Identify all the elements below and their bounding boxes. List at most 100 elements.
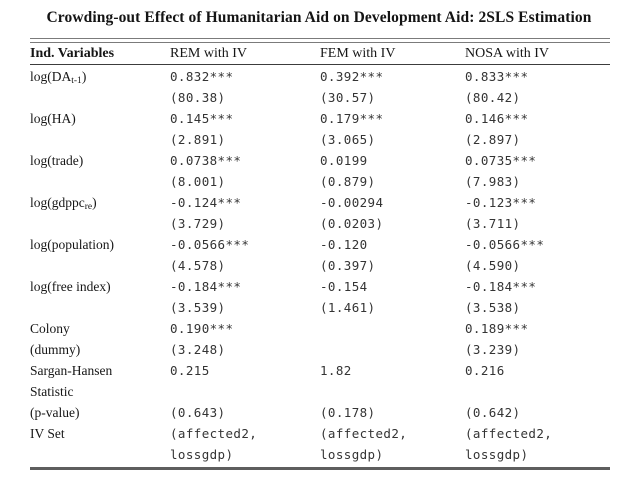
cell-nosa: (0.642) [465, 402, 610, 423]
row-label: log(population) [30, 234, 170, 276]
p-value: (0.178) [320, 405, 376, 420]
coefficient: -0.184*** [465, 279, 537, 294]
cell-fem: 1.82 [320, 360, 465, 402]
coefficient: 0.190*** [170, 321, 234, 336]
t-statistic: (1.461) [320, 300, 376, 315]
iv-set-value: lossgdp) [465, 447, 529, 462]
t-statistic: (3.539) [170, 300, 226, 315]
coefficient: 0.0199 [320, 153, 368, 168]
cell-fem [320, 318, 465, 360]
cell-fem: 0.179*** (3.065) [320, 108, 465, 150]
row-label: Colony (dummy) [30, 318, 170, 360]
t-statistic: (3.711) [465, 216, 521, 231]
t-statistic: (0.879) [320, 174, 376, 189]
cell-rem: 0.145*** (2.891) [170, 108, 320, 150]
t-statistic: (2.891) [170, 132, 226, 147]
row-label: (p-value) [30, 402, 170, 423]
coefficient: -0.123*** [465, 195, 537, 210]
variable-name: log(HA) [30, 111, 76, 126]
header-col-rem: REM with IV [170, 45, 247, 61]
cell-nosa: -0.184*** (3.538) [465, 276, 610, 318]
iv-set-value: (affected2, [170, 426, 258, 441]
row-label: IV Set [30, 423, 170, 465]
variable-subscript: re [84, 202, 93, 212]
cell-rem: (0.643) [170, 402, 320, 423]
p-value: (0.643) [170, 405, 226, 420]
table-row: log(DAt-1) 0.832*** (80.38) 0.392*** (30… [30, 66, 610, 108]
cell-rem: (affected2, lossgdp) [170, 423, 320, 465]
cell-fem: -0.154 (1.461) [320, 276, 465, 318]
table-row: log(gdppcre) -0.124*** (3.729) -0.00294 … [30, 192, 610, 234]
header-rule [30, 64, 610, 65]
cell-nosa: 0.216 [465, 360, 610, 402]
header-col-fem: FEM with IV [320, 45, 396, 61]
table-title: Crowding-out Effect of Humanitarian Aid … [46, 9, 592, 26]
header-col-nosa: NOSA with IV [465, 45, 550, 61]
table-row: Colony (dummy) 0.190*** (3.248) 0.189***… [30, 318, 610, 360]
iv-set-value: (affected2, [320, 426, 408, 441]
row-label: log(HA) [30, 108, 170, 150]
coefficient [320, 318, 465, 339]
table-row: IV Set (affected2, lossgdp) (affected2, … [30, 423, 610, 465]
cell-rem: 0.832*** (80.38) [170, 66, 320, 108]
results-table: Ind. Variables REM with IV FEM with IV N… [30, 38, 610, 470]
cell-nosa: 0.146*** (2.897) [465, 108, 610, 150]
cell-nosa: (affected2, lossgdp) [465, 423, 610, 465]
variable-name: log(population) [30, 237, 114, 252]
cell-fem: (affected2, lossgdp) [320, 423, 465, 465]
coefficient: -0.0566*** [465, 237, 545, 252]
table-row: log(HA) 0.145*** (2.891) 0.179*** (3.065… [30, 108, 610, 150]
coefficient: 0.0735*** [465, 153, 537, 168]
variable-name: Colony [30, 321, 70, 336]
t-statistic: (7.983) [465, 174, 521, 189]
variable-name: log(gdppc [30, 195, 85, 210]
coefficient: -0.120 [320, 237, 368, 252]
t-statistic [320, 339, 465, 360]
variable-name: log(DA [30, 69, 72, 84]
cell-rem: 0.0738*** (8.001) [170, 150, 320, 192]
coefficient: -0.0566*** [170, 237, 250, 252]
cell-nosa: 0.189*** (3.239) [465, 318, 610, 360]
coefficient: 0.189*** [465, 321, 529, 336]
iv-set-value: lossgdp) [320, 447, 384, 462]
cell-rem: -0.0566*** (4.578) [170, 234, 320, 276]
t-statistic: (4.578) [170, 258, 226, 273]
t-statistic: (3.239) [465, 342, 521, 357]
cell-nosa: -0.0566*** (4.590) [465, 234, 610, 276]
t-statistic: (0.0203) [320, 216, 384, 231]
variable-name: log(trade) [30, 153, 84, 168]
coefficient: 0.179*** [320, 111, 384, 126]
table-row: (p-value) (0.643) (0.178) (0.642) [30, 402, 610, 423]
row-label: log(gdppcre) [30, 195, 97, 212]
t-statistic: (8.001) [170, 174, 226, 189]
coefficient: -0.184*** [170, 279, 242, 294]
variable-name: (p-value) [30, 405, 80, 420]
variable-name: IV Set [30, 426, 65, 441]
coefficient: -0.124*** [170, 195, 242, 210]
row-label-line2: (dummy) [30, 342, 81, 357]
cell-nosa: 0.0735*** (7.983) [465, 150, 610, 192]
t-statistic: (3.065) [320, 132, 376, 147]
row-label: log(DAt-1) [30, 66, 170, 108]
coefficient: 0.392*** [320, 69, 384, 84]
coefficient: 0.146*** [465, 111, 529, 126]
cell-rem: -0.184*** (3.539) [170, 276, 320, 318]
table-header-row: Ind. Variables REM with IV FEM with IV N… [30, 43, 610, 64]
cell-fem: 0.0199 (0.879) [320, 150, 465, 192]
t-statistic: (4.590) [465, 258, 521, 273]
row-label: log(free index) [30, 276, 170, 318]
coefficient: -0.00294 [320, 195, 384, 210]
header-col-variables: Ind. Variables [30, 45, 115, 61]
cell-fem: -0.00294 (0.0203) [320, 192, 465, 234]
table-body: log(DAt-1) 0.832*** (80.38) 0.392*** (30… [30, 65, 610, 465]
table-row: log(population) -0.0566*** (4.578) -0.12… [30, 234, 610, 276]
cell-fem: 0.392*** (30.57) [320, 66, 465, 108]
coefficient: 0.833*** [465, 69, 529, 84]
cell-fem: (0.178) [320, 402, 465, 423]
t-statistic: (3.729) [170, 216, 226, 231]
bottom-rule [30, 467, 610, 470]
coefficient: 0.145*** [170, 111, 234, 126]
cell-nosa: 0.833*** (80.42) [465, 66, 610, 108]
row-label-line2: Statistic [30, 384, 74, 399]
p-value: (0.642) [465, 405, 521, 420]
